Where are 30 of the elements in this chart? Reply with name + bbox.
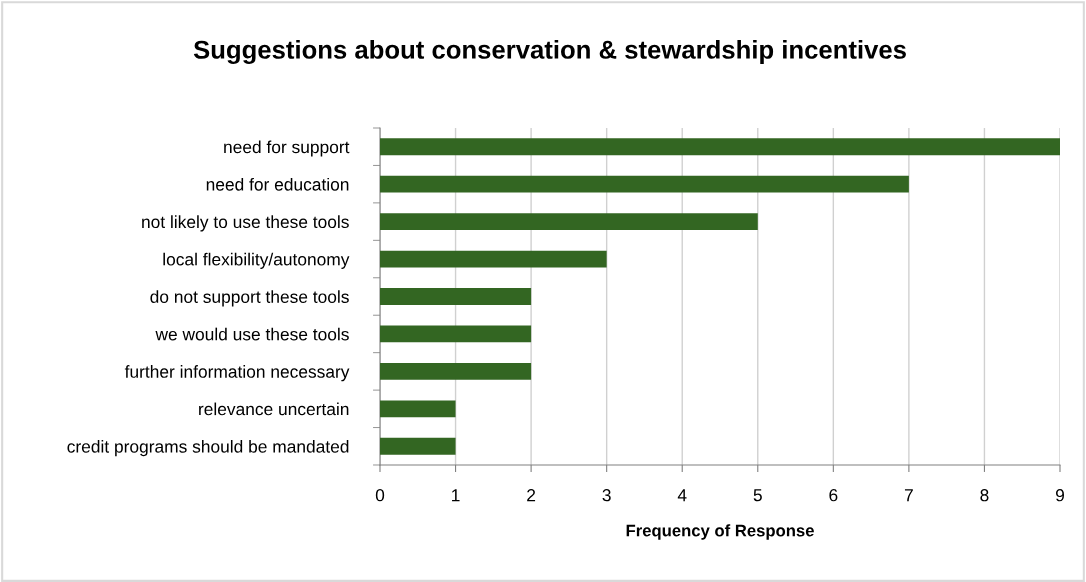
bar [380,138,1060,156]
bar [380,288,532,305]
y-tick-label: local flexibility/autonomy [163,252,350,269]
bar [380,362,532,380]
bar [380,213,758,231]
y-tick-label: we would use these tools [155,327,349,341]
y-tick-label: relevance uncertain [199,402,349,416]
y-tick-label: credit programs should be mandated [67,439,349,457]
bar [380,400,456,418]
x-tick-label: 4 [677,489,687,502]
x-tick-label: 1 [452,489,460,502]
x-tick-label: 9 [1055,489,1065,502]
x-tick-label: 6 [829,489,838,502]
y-tick-label: not likely to use these tools [142,215,349,232]
x-tick-label: 8 [980,489,989,502]
x-tick-label: 3 [602,489,611,502]
x-tick-label: 2 [527,489,536,502]
y-tick-label: do not support these tools [150,290,349,307]
bar [380,250,607,268]
y-tick-label: need for education [206,177,349,191]
y-tick-label: further information necessary [124,365,350,382]
x-axis-title: Frequency of Response [626,524,814,540]
x-tick-label: 0 [375,489,385,502]
bar [380,175,909,193]
x-tick-label: 5 [753,489,762,502]
bar [380,325,532,343]
bar [380,437,456,455]
chart-title: Suggestions about conservation & stewardship incentives [193,39,906,65]
x-tick-label: 7 [904,489,913,502]
y-tick-label: need for support [224,140,350,157]
